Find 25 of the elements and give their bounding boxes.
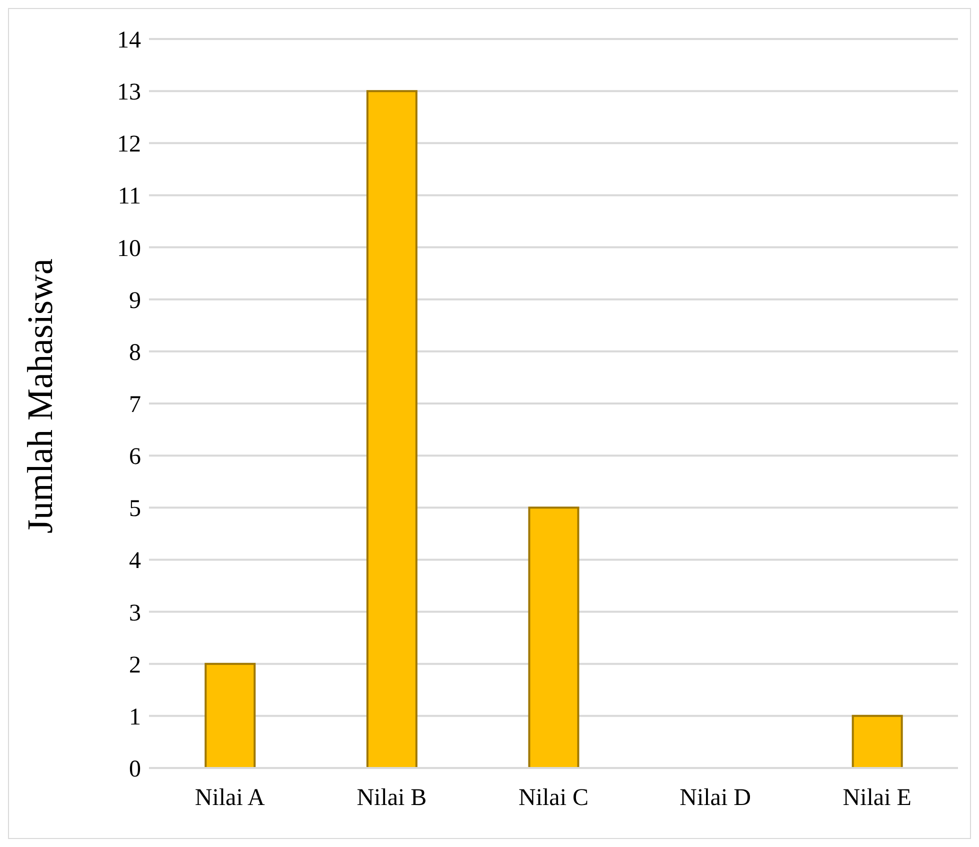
y-tick-label: 4 (129, 548, 141, 574)
y-tick-label: 6 (129, 444, 141, 470)
y-tick-label: 7 (129, 392, 141, 418)
y-tick-label: 8 (129, 340, 141, 366)
bar (366, 90, 418, 768)
y-tick-label: 3 (129, 600, 141, 626)
x-tick-label: Nilai C (518, 785, 588, 812)
y-axis-title: Jumlah Mahasiswa (20, 258, 60, 534)
x-tick-label: Nilai B (356, 785, 427, 812)
y-tick-label: 14 (117, 28, 141, 54)
bar (852, 714, 903, 768)
x-tick-label: Nilai E (842, 785, 912, 812)
y-tick-label: 12 (117, 132, 141, 158)
bar (204, 662, 256, 768)
y-tick-label: 5 (129, 496, 141, 522)
x-tick-label: Nilai A (194, 785, 266, 812)
y-tick-label: 9 (129, 288, 141, 314)
x-tick-label: Nilai D (680, 785, 751, 812)
y-tick-label: 10 (117, 236, 141, 262)
y-tick-label: 0 (129, 756, 141, 783)
y-tick-label: 11 (118, 184, 141, 210)
y-tick-label: 2 (129, 652, 141, 678)
bar (528, 506, 580, 768)
y-tick-label: 1 (129, 704, 141, 730)
y-tick-label: 13 (117, 80, 141, 106)
